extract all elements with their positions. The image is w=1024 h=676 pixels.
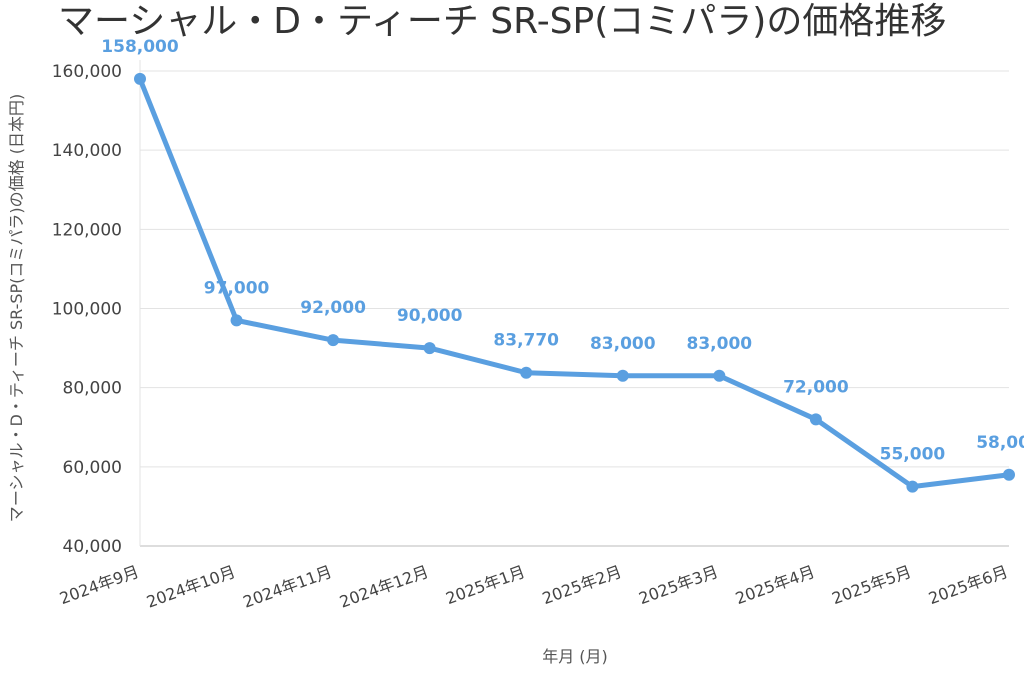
x-tick-label: 2024年10月 [144,562,238,612]
data-labels: 158,000 97,000 92,000 90,000 83,770 83,000 83,… [101,37,1024,465]
data-point [520,366,533,379]
data-point [327,334,340,347]
chart-title: マーシャル・D・ティーチ SR-SP(コミパラ)の価格推移 [58,1,946,42]
y-tick-label: 100,000 [52,300,122,320]
x-tick-label: 2025年3月 [636,562,720,608]
y-tick-label: 120,000 [52,220,122,240]
grid [139,60,1009,547]
x-tick-label: 2025年4月 [733,562,817,608]
data-point [906,480,919,493]
data-point [713,369,726,382]
data-label: 90,000 [397,306,463,326]
data-label: 97,000 [204,278,270,298]
x-tick-label: 2024年9月 [57,562,141,608]
x-tick-label: 2024年11月 [241,562,335,612]
y-tick-label: 140,000 [52,141,122,161]
x-tick-label: 2025年2月 [540,562,624,608]
data-label: 92,000 [300,298,366,318]
series-line [137,76,1012,490]
x-axis-title: 年月 (月) [542,647,608,666]
data-label: 55,000 [880,445,946,465]
data-label: 83,770 [493,331,559,351]
y-tick-label: 160,000 [52,62,122,82]
data-point [230,314,243,327]
x-tick-label: 2025年1月 [443,562,527,608]
y-axis: 40,000 60,000 80,000 100,000 120,000 140,000 1… [52,62,122,557]
data-label: 72,000 [783,377,849,397]
y-axis-title: マーシャル・D・ティーチ SR-SP(コミパラ)の価格 (日本円) [7,94,26,522]
data-label: 158,000 [101,37,179,57]
series [134,72,1015,493]
x-axis: 2024年9月 2024年10月 2024年11月 2024年12月 2025年1月 20… [57,562,1010,612]
y-tick-label: 80,000 [63,379,122,399]
y-tick-label: 40,000 [63,537,122,557]
data-label: 83,000 [687,334,753,354]
data-label: 58,000 [976,433,1024,453]
x-tick-label: 2025年5月 [829,562,913,608]
data-point [423,342,436,355]
y-tick-label: 60,000 [63,458,122,478]
x-tick-label: 2024年12月 [337,562,431,612]
data-point [1003,468,1015,481]
data-point [134,72,146,85]
data-point [809,413,822,426]
x-tick-label: 2025年6月 [926,562,1010,608]
data-point [616,369,629,382]
data-label: 83,000 [590,334,656,354]
